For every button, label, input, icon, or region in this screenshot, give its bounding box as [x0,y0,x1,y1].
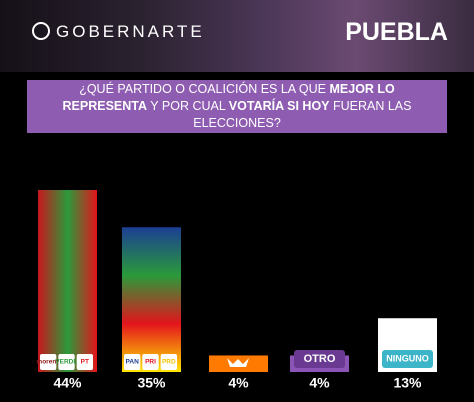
bar [38,190,97,372]
party-badge [142,354,159,370]
q-part: MEJOR LO REPRESENTA [62,82,395,113]
question: ¿QUÉ PARTIDO O COALICIÓN ES LA QUE MEJOR… [27,80,447,133]
q-part: FUERAN LAS ELECCIONES? [193,99,412,130]
category-badge [294,350,345,368]
value-label: 4% [309,375,330,391]
party-logo [227,358,249,367]
party-label: PRD [162,359,176,366]
state: PUEBLA [345,18,448,46]
q-part: Y POR CUAL [147,99,229,113]
category-badge [382,350,433,368]
brand-text: GOBERNARTE [56,22,205,41]
brand: GOBERNARTE [32,22,205,42]
q-part: ¿QUÉ PARTIDO O COALICIÓN ES LA QUE [79,82,330,96]
category-label: NINGUNO [386,353,429,363]
value-label: 13% [393,375,422,391]
party-badge [40,354,57,370]
header: GOBERNARTE PUEBLA [0,0,474,72]
party-badge [160,354,177,370]
party-label: PAN [126,359,140,366]
party-badge [76,354,93,370]
party-label: morena [36,359,60,366]
value-label: 4% [228,375,249,391]
party-label: PRI [145,359,156,366]
party-badge [58,354,75,370]
party-label: PT [81,359,89,366]
value-label: 35% [137,375,166,391]
value-label: 44% [53,375,82,391]
category-label: OTRO [304,353,336,365]
party-label: VERDE [55,359,78,366]
bar [122,227,181,372]
q-part: VOTARÍA SI HOY [228,99,330,113]
question-text: ¿QUÉ PARTIDO O COALICIÓN ES LA QUE MEJOR… [37,81,437,132]
brand-icon [32,22,50,40]
party-badge [124,354,141,370]
